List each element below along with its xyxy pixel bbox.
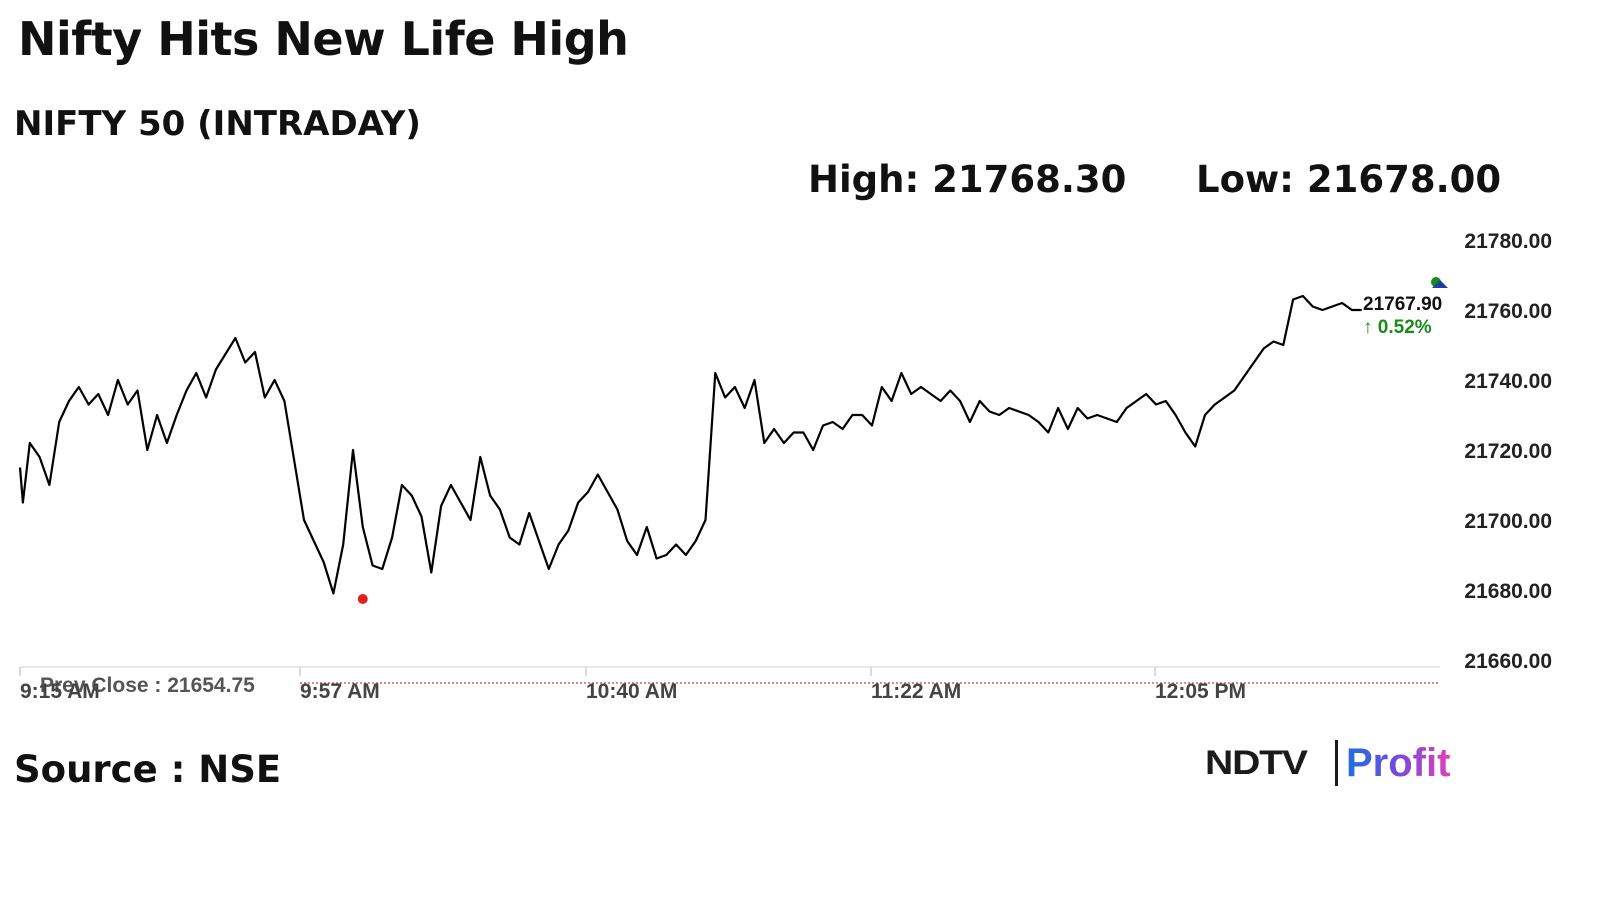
y-tick-label: 21700.00 [1464,510,1552,533]
logo-divider [1335,740,1338,786]
prev-close-label-bg [33,668,295,698]
logo-ndtv-wordmark: NDTV [1205,743,1308,782]
nifty-price-line [18,294,1362,595]
x-axis: 9:15 AM 9:57 AM 10:40 AM 11:22 AM 12:05 PM [20,680,1246,703]
high-arrow-icon [1432,280,1448,288]
y-tick-label: 21680.00 [1464,580,1552,603]
y-tick-label: 21720.00 [1464,440,1552,463]
chart-title: NIFTY 50 (INTRADAY) [14,104,421,144]
x-tick-label: 12:05 PM [1155,680,1246,703]
ndtv-profit-logo: NDTV Profit [1205,738,1450,788]
series-layer [18,294,1362,595]
logo-profit-wordmark: Profit [1346,740,1451,785]
y-tick-label: 21760.00 [1464,300,1552,323]
source-note: Source : NSE [14,748,282,791]
x-tick-label: 10:40 AM [586,680,677,703]
headline: Nifty Hits New Life High [18,12,629,66]
marker-layer: 21767.90↑ 0.52% [357,277,1448,604]
day-low-stat: Low: 21678.00 [1196,158,1502,201]
grid [19,666,1440,676]
day-low-marker [357,594,368,604]
y-axis: 21780.00 21760.00 21740.00 21720.00 21700.00… [1464,230,1552,673]
x-tick-label: 11:22 AM [871,680,961,703]
prev-close-layer: Prev Close : 21654.75 [33,668,1440,698]
x-tick-label: 9:57 AM [300,680,380,703]
y-tick-label: 21740.00 [1464,370,1552,393]
x-tick-label: 9:15 AM [20,680,100,703]
day-high-stat: High: 21768.30 [808,158,1127,201]
y-tick-label: 21660.00 [1464,650,1552,673]
prev-close-label: Prev Close : 21654.75 [40,674,255,697]
y-tick-label: 21780.00 [1464,230,1552,253]
last-value-label: 21767.90 [1363,294,1442,315]
change-percent-label: ↑ 0.52% [1363,317,1432,338]
